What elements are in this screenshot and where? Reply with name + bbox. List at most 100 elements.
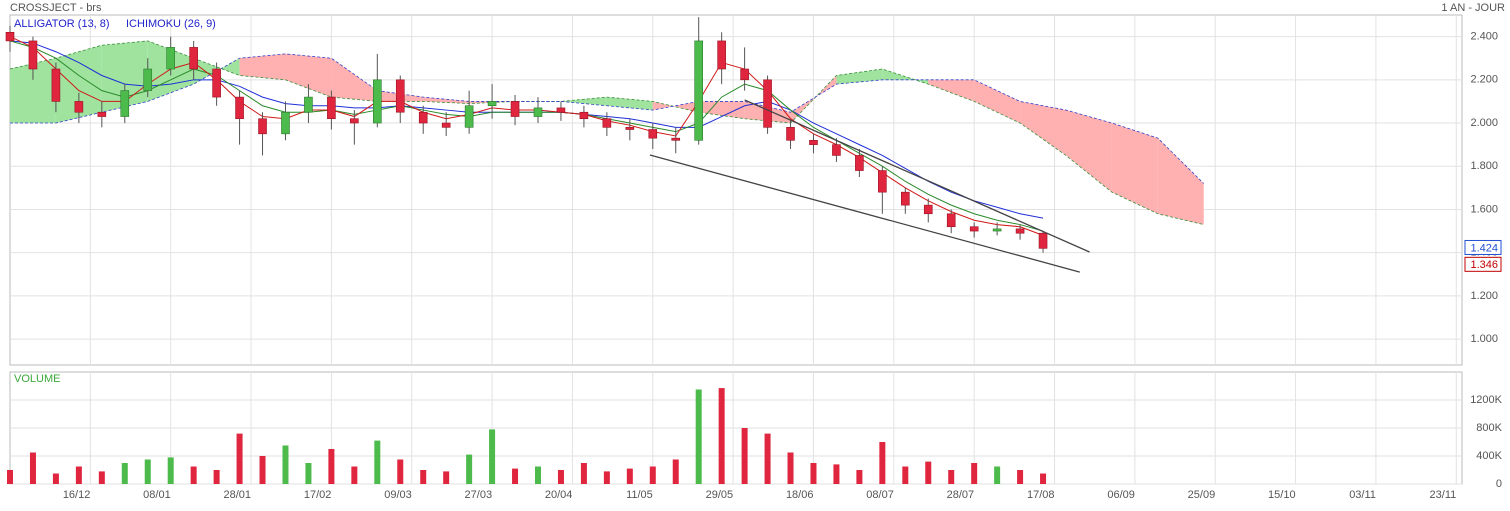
volume-bar xyxy=(626,468,633,484)
x-tick-label: 09/03 xyxy=(384,489,412,501)
x-tick-label: 03/11 xyxy=(1349,489,1376,501)
candle-body xyxy=(556,107,566,113)
x-tick-label: 17/08 xyxy=(1027,489,1055,501)
volume-bar xyxy=(649,466,656,484)
x-tick-label: 08/01 xyxy=(143,489,171,501)
candle-body xyxy=(5,31,15,42)
alligator-line xyxy=(9,36,1044,236)
candle-body xyxy=(809,140,818,145)
x-tick-label: 27/03 xyxy=(465,489,493,501)
cloud-segment xyxy=(101,40,148,113)
volume-bar xyxy=(282,445,289,484)
y-tick-label: 2.400 xyxy=(1470,31,1498,43)
y-tick-label: 1.600 xyxy=(1470,203,1498,215)
cloud-segment xyxy=(1111,123,1158,214)
volume-bar xyxy=(535,466,541,484)
volume-bar xyxy=(98,471,105,484)
candle-body xyxy=(923,204,933,215)
candle-body xyxy=(579,111,589,120)
cloud-segment xyxy=(10,58,56,124)
x-tick-label: 16/12 xyxy=(63,489,91,501)
x-tick-label: 25/09 xyxy=(1188,489,1216,501)
candle-body xyxy=(51,68,61,102)
candle-body xyxy=(992,228,1002,232)
y-tick-label: 1.800 xyxy=(1470,160,1498,172)
volume-bar xyxy=(879,442,886,484)
volume-bar xyxy=(695,389,702,484)
cloud-segment xyxy=(239,53,286,80)
candle-body xyxy=(418,111,428,124)
volume-bar xyxy=(971,463,978,484)
x-tick-label: 11/05 xyxy=(626,489,653,501)
candle-body xyxy=(281,111,290,135)
volume-bar xyxy=(7,470,13,484)
volume-bar xyxy=(328,449,335,484)
candle-body xyxy=(1015,228,1025,234)
candle-body xyxy=(28,40,38,70)
candle-body xyxy=(625,127,635,130)
volume-bar xyxy=(810,463,817,484)
alligator-line xyxy=(9,40,1044,232)
x-tick-label: 17/02 xyxy=(304,489,332,501)
candle-body xyxy=(212,68,221,98)
y-tick-label: 1.000 xyxy=(1470,333,1498,345)
volume-bar xyxy=(580,463,587,484)
volume-bar xyxy=(305,463,312,484)
last-value-box xyxy=(1464,256,1502,272)
cloud-segment xyxy=(560,97,607,106)
candle-body xyxy=(327,96,336,120)
cloud-segment xyxy=(331,58,378,102)
volume-bar xyxy=(603,471,610,484)
y-tick-label: 2.000 xyxy=(1470,117,1498,129)
volume-bar xyxy=(672,459,679,484)
candle-body xyxy=(350,118,359,124)
volume-bar xyxy=(443,471,450,484)
candle-body xyxy=(1038,232,1048,249)
volume-bar xyxy=(190,466,197,484)
cloud-segment xyxy=(1020,101,1066,156)
cloud-segment xyxy=(1066,110,1112,193)
chart-title: CROSSJECT - brs xyxy=(10,2,102,14)
volume-bar xyxy=(75,466,82,484)
candle-body xyxy=(441,122,451,128)
y-tick-label: 400K xyxy=(1476,450,1502,462)
volume-bar xyxy=(466,454,473,484)
cloud-segment xyxy=(698,101,745,119)
volume-bar xyxy=(374,440,381,484)
volume-bar xyxy=(259,456,266,484)
candle-body xyxy=(969,226,979,232)
volume-bar xyxy=(925,461,932,484)
candle-body xyxy=(373,79,382,124)
candle-body xyxy=(855,155,864,171)
candle-body xyxy=(189,47,198,70)
candle-body xyxy=(304,96,313,113)
legend-alligator: ALLIGATOR (13, 8) xyxy=(14,18,110,30)
candle-body xyxy=(143,68,153,91)
cloud-segment xyxy=(928,79,975,102)
last-value-label: 1.424 xyxy=(1470,242,1498,254)
span-a xyxy=(9,40,1204,225)
volume-bar xyxy=(397,459,404,484)
x-tick-label: 28/01 xyxy=(224,489,252,501)
cloud-segment xyxy=(836,69,883,85)
candle-body xyxy=(166,47,175,70)
candle-body xyxy=(946,213,956,228)
candle-body xyxy=(258,118,267,135)
cloud-segment xyxy=(652,101,699,113)
candle-body xyxy=(694,40,703,141)
volume-bar xyxy=(833,464,840,484)
candle-body xyxy=(533,107,543,117)
volume-bar xyxy=(557,470,564,484)
volume-bar xyxy=(718,388,725,484)
x-tick-label: 15/10 xyxy=(1268,489,1296,501)
candle-body xyxy=(717,40,726,70)
y-tick-label: 1200K xyxy=(1470,394,1502,406)
x-tick-label: 29/05 xyxy=(706,489,734,501)
volume-bar xyxy=(1017,470,1024,484)
x-tick-label: 08/07 xyxy=(866,489,894,501)
volume-bar xyxy=(512,468,519,484)
y-tick-label: 2.200 xyxy=(1470,74,1498,86)
candle-body xyxy=(786,127,795,141)
cloud-segment xyxy=(285,53,332,98)
